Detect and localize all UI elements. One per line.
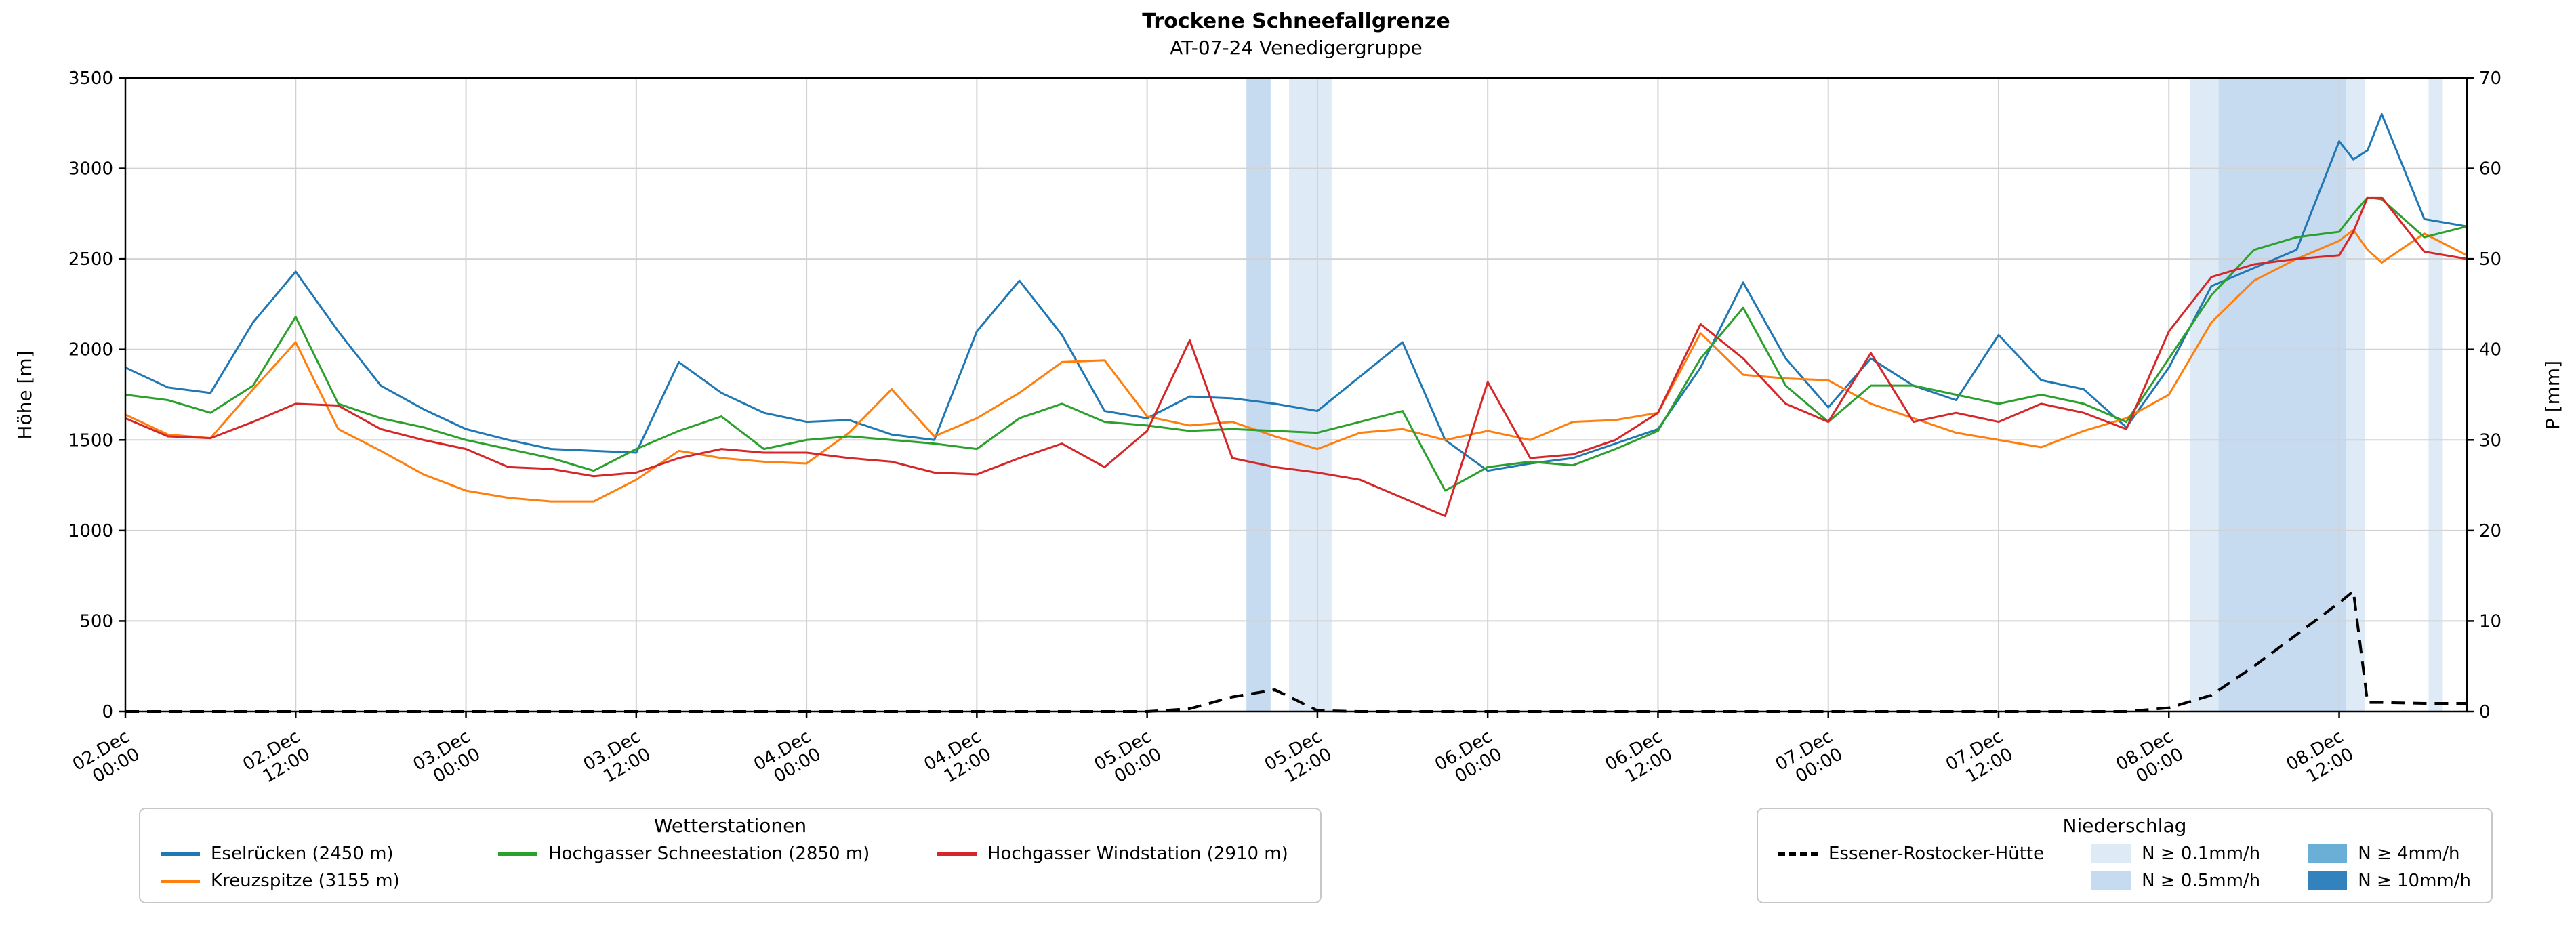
legend-item-hochgasser-schneestation: Hochgasser Schneestation (2850 m): [498, 844, 890, 864]
svg-text:05.Dec12:00: 05.Dec12:00: [1261, 726, 1335, 793]
precip-swatch-4: [2308, 844, 2348, 863]
legend-niederschlag-title: Niederschlag: [2062, 814, 2187, 837]
svg-text:0: 0: [2479, 702, 2491, 722]
legend-wetterstationen: Wetterstationen Eselrücken (2450 m) Hoch…: [139, 808, 1322, 903]
legend-label: N ≥ 0.5mm/h: [2142, 871, 2261, 891]
svg-text:60: 60: [2479, 159, 2501, 180]
legend-item-kreuzspitze: Kreuzspitze (3155 m): [161, 871, 451, 891]
svg-text:04.Dec00:00: 04.Dec00:00: [750, 726, 824, 793]
svg-text:0: 0: [102, 702, 113, 722]
legend-item-hochgasser-windstation: Hochgasser Windstation (2910 m): [937, 844, 1300, 864]
svg-text:30: 30: [2479, 430, 2501, 451]
legend-niederschlag: Niederschlag Essener-Rostocker-Hütte N ≥…: [1757, 808, 2493, 903]
svg-text:03.Dec12:00: 03.Dec12:00: [580, 726, 654, 793]
svg-text:10: 10: [2479, 611, 2501, 632]
legend-label: N ≥ 4mm/h: [2358, 844, 2460, 864]
chart-title: Trockene Schneefallgrenze: [1142, 9, 1450, 33]
legend-wetterstationen-title: Wetterstationen: [653, 814, 807, 837]
legend-label: Eselrücken (2450 m): [211, 844, 394, 864]
svg-text:70: 70: [2479, 68, 2501, 89]
dashed-line-sample: [1778, 852, 1818, 856]
svg-text:2000: 2000: [68, 340, 113, 360]
svg-text:50: 50: [2479, 249, 2501, 270]
svg-text:07.Dec12:00: 07.Dec12:00: [1942, 726, 2016, 793]
svg-text:2500: 2500: [68, 249, 113, 270]
legend-label: N ≥ 0.1mm/h: [2142, 844, 2261, 864]
svg-text:06.Dec00:00: 06.Dec00:00: [1431, 726, 1505, 793]
snowline-chart: 0 500 1000 1500 2000 2500 3000 3500 0 10 20 30 40 50 6…: [14, 68, 2564, 793]
svg-text:02.Dec12:00: 02.Dec12:00: [239, 726, 313, 793]
line-sample-blue: [161, 852, 200, 856]
chart-subtitle: AT-07-24 Venedigergruppe: [1170, 37, 1423, 59]
svg-text:08.Dec00:00: 08.Dec00:00: [2112, 726, 2186, 793]
legend-label: N ≥ 10mm/h: [2358, 871, 2471, 891]
legend-label: Hochgasser Schneestation (2850 m): [548, 844, 870, 864]
precip-swatch-05: [2091, 871, 2131, 890]
y-right-axis-label: P [mm]: [2541, 360, 2564, 430]
svg-text:3500: 3500: [68, 68, 113, 89]
line-sample-green: [498, 852, 538, 856]
svg-text:500: 500: [79, 611, 113, 632]
svg-text:20: 20: [2479, 521, 2501, 541]
legend-label: Kreuzspitze (3155 m): [211, 871, 400, 891]
legend-item-precip-01: N ≥ 0.1mm/h: [2091, 844, 2260, 864]
line-sample-red: [937, 852, 977, 856]
precip-swatch-10: [2308, 871, 2348, 890]
svg-text:1500: 1500: [68, 430, 113, 451]
svg-text:40: 40: [2479, 340, 2501, 360]
svg-text:07.Dec00:00: 07.Dec00:00: [1772, 726, 1846, 793]
legend-label: Hochgasser Windstation (2910 m): [987, 844, 1288, 864]
svg-text:1000: 1000: [68, 521, 113, 541]
svg-text:03.Dec00:00: 03.Dec00:00: [410, 726, 484, 793]
legend-item-essener-rostocker-huette: Essener-Rostocker-Hütte: [1778, 844, 2044, 864]
legend-item-precip-05: N ≥ 0.5mm/h: [2091, 871, 2260, 891]
y-left-axis-label: Höhe [m]: [14, 350, 36, 439]
svg-text:06.Dec12:00: 06.Dec12:00: [1602, 726, 1676, 793]
legend-item-precip-4: N ≥ 4mm/h: [2308, 844, 2471, 864]
svg-text:3000: 3000: [68, 159, 113, 180]
svg-text:08.Dec12:00: 08.Dec12:00: [2283, 726, 2357, 793]
legend-item-precip-10: N ≥ 10mm/h: [2308, 871, 2471, 891]
svg-text:05.Dec00:00: 05.Dec00:00: [1091, 726, 1165, 793]
svg-text:02.Dec00:00: 02.Dec00:00: [69, 726, 143, 793]
legend-item-eselruecken: Eselrücken (2450 m): [161, 844, 451, 864]
svg-text:04.Dec12:00: 04.Dec12:00: [920, 726, 994, 793]
line-sample-orange: [161, 879, 200, 883]
legend-label: Essener-Rostocker-Hütte: [1828, 844, 2045, 864]
precip-swatch-01: [2091, 844, 2131, 863]
